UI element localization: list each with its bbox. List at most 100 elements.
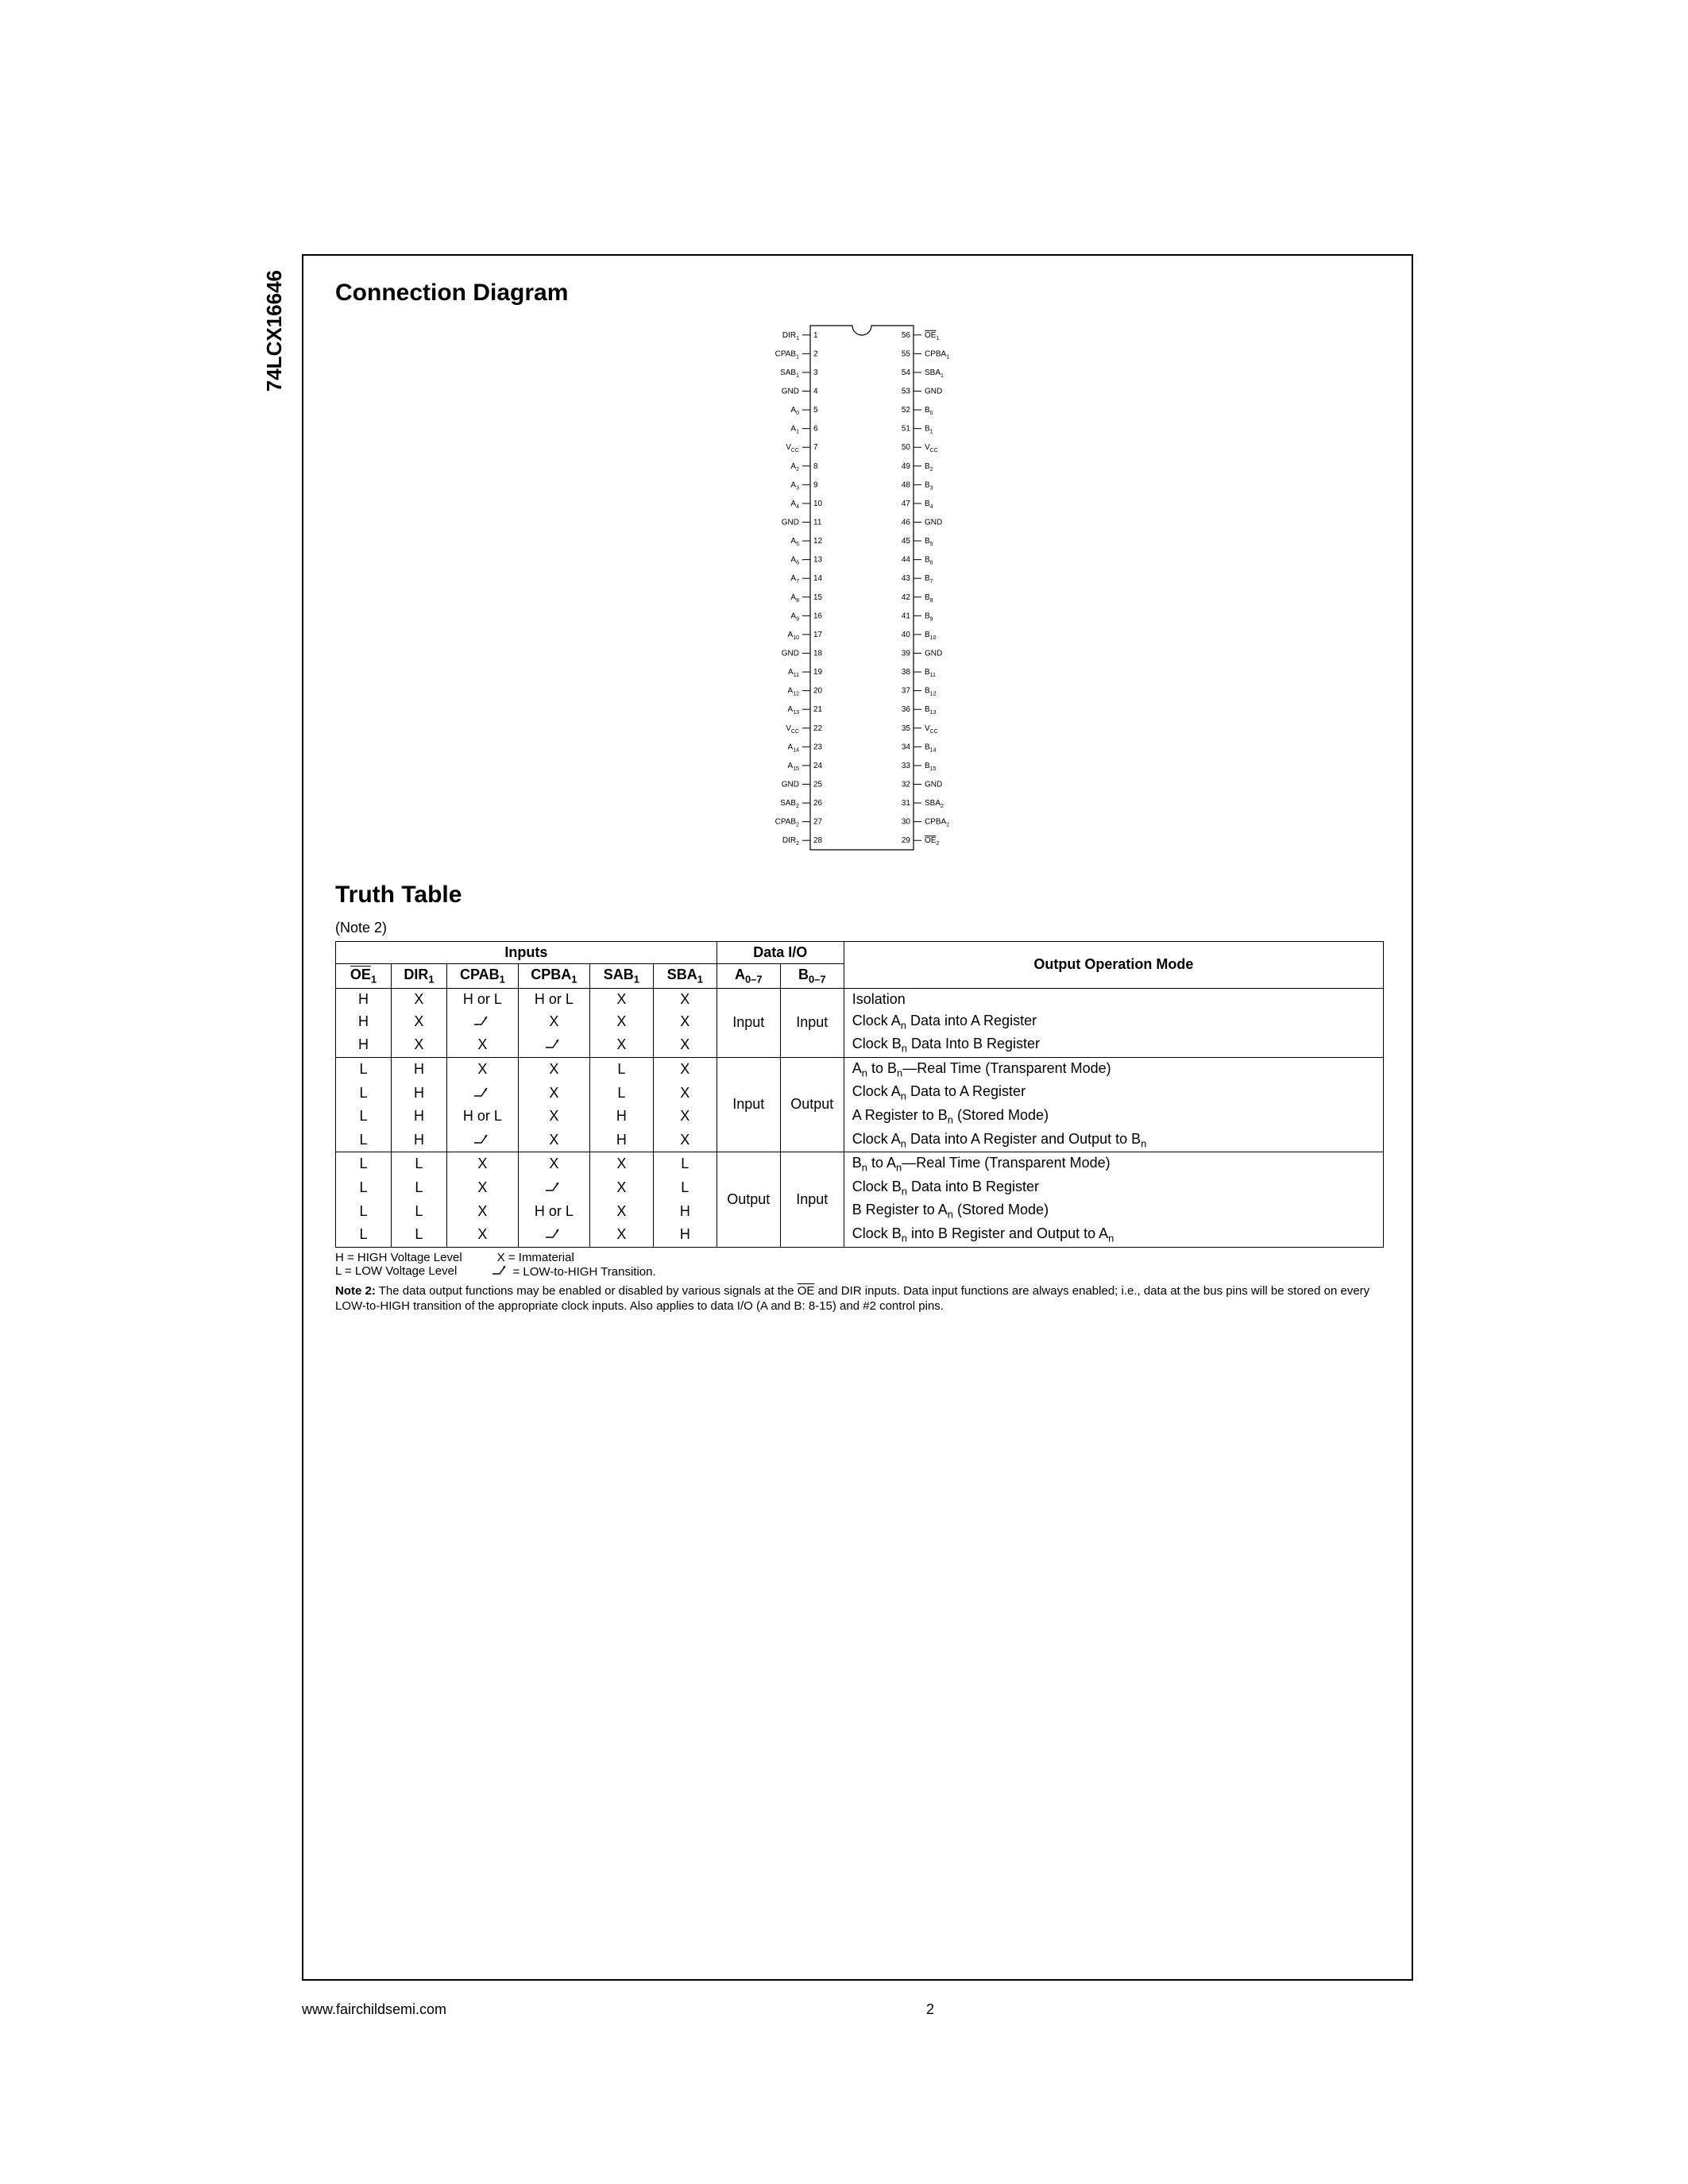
svg-text:SBA1: SBA1 [925,369,944,379]
svg-text:SAB1: SAB1 [780,369,799,379]
svg-text:47: 47 [901,500,910,508]
part-number-label: 74LCX16646 [262,270,287,392]
svg-text:37: 37 [901,687,910,696]
svg-text:32: 32 [901,781,910,789]
svg-text:8: 8 [813,462,818,471]
svg-text:6: 6 [813,425,818,434]
svg-text:A9: A9 [790,612,799,622]
svg-text:46: 46 [901,519,910,527]
svg-text:13: 13 [813,556,823,565]
svg-text:VCC: VCC [925,724,938,735]
svg-text:B1: B1 [925,425,933,435]
chip-diagram: 1DIR12CPAB13SAB14GND5A06A17VCC8A29A310A4… [655,318,1068,874]
svg-text:A13: A13 [787,705,799,716]
svg-text:GND: GND [781,519,798,527]
svg-text:56: 56 [901,331,910,340]
footer-page: 2 [302,2001,1414,2018]
svg-text:27: 27 [813,818,823,827]
svg-text:39: 39 [901,650,910,658]
svg-text:54: 54 [901,369,910,377]
svg-text:B5: B5 [925,537,933,547]
svg-text:51: 51 [901,425,910,434]
connection-diagram: 1DIR12CPAB13SAB14GND5A06A17VCC8A29A310A4… [335,318,1388,874]
svg-text:9: 9 [813,480,818,489]
connection-heading: Connection Diagram [335,280,1388,307]
truth-note-ref: (Note 2) [335,920,1388,936]
svg-text:B15: B15 [925,762,937,772]
svg-text:A15: A15 [787,762,799,772]
svg-text:11: 11 [813,519,822,527]
svg-text:34: 34 [901,743,910,751]
svg-text:A1: A1 [790,425,799,435]
svg-text:CPAB2: CPAB2 [774,818,799,828]
svg-text:19: 19 [813,668,823,677]
svg-text:VCC: VCC [786,443,799,453]
svg-text:A2: A2 [790,462,799,473]
svg-text:22: 22 [813,724,823,733]
svg-text:A0: A0 [790,406,799,416]
svg-text:14: 14 [813,574,823,583]
svg-text:20: 20 [813,687,823,696]
svg-text:B4: B4 [925,500,933,510]
page-container: Connection Diagram 1 DIR1 2 CPAB1 3 SAB1 4 GND 5… [302,254,1414,1981]
svg-text:1: 1 [813,331,818,340]
svg-text:A5: A5 [790,537,799,547]
svg-text:49: 49 [901,462,910,471]
svg-text:GND: GND [781,781,798,789]
svg-text:A4: A4 [790,500,799,510]
svg-text:B7: B7 [925,574,933,585]
svg-text:A3: A3 [790,480,799,491]
svg-text:DIR1: DIR1 [782,331,798,341]
svg-text:A8: A8 [790,593,799,604]
svg-text:4: 4 [813,388,818,396]
svg-text:B14: B14 [925,743,937,753]
svg-text:B8: B8 [925,593,933,604]
svg-text:40: 40 [901,631,910,639]
svg-text:CPAB1: CPAB1 [774,349,799,360]
svg-text:A12: A12 [787,687,799,697]
legend-l: L = LOW Voltage Level [335,1264,457,1279]
svg-text:A14: A14 [787,743,799,753]
svg-text:VCC: VCC [786,724,799,735]
legend: H = HIGH Voltage Level X = Immaterial L … [335,1251,1388,1279]
svg-text:CPBA2: CPBA2 [925,818,949,828]
svg-text:B10: B10 [925,631,937,641]
svg-text:15: 15 [813,593,823,602]
svg-text:GND: GND [925,650,942,658]
svg-text:B11: B11 [925,668,936,678]
svg-text:B0: B0 [925,406,933,416]
svg-text:CPBA1: CPBA1 [925,349,949,360]
svg-text:36: 36 [901,705,910,714]
svg-text:SAB2: SAB2 [780,799,799,809]
svg-text:21: 21 [813,705,823,714]
svg-text:33: 33 [901,762,910,770]
svg-text:48: 48 [901,480,910,489]
svg-text:2: 2 [813,349,818,358]
svg-text:17: 17 [813,631,823,639]
svg-text:A10: A10 [787,631,799,641]
svg-text:12: 12 [813,537,823,546]
svg-text:B9: B9 [925,612,933,622]
svg-text:B13: B13 [925,705,937,716]
svg-text:31: 31 [901,799,910,808]
svg-text:OE2: OE2 [925,836,939,847]
svg-text:30: 30 [901,818,910,827]
svg-text:43: 43 [901,574,910,583]
svg-text:55: 55 [901,349,910,358]
svg-text:GND: GND [925,781,942,789]
main-border: Connection Diagram 1 DIR1 2 CPAB1 3 SAB1 4 GND 5… [302,254,1413,1981]
svg-text:A11: A11 [788,668,799,678]
svg-text:26: 26 [813,799,823,808]
svg-text:B2: B2 [925,462,933,473]
svg-text:29: 29 [901,836,910,845]
svg-text:35: 35 [901,724,910,733]
svg-text:53: 53 [901,388,910,396]
note-2: Note 2: The data output functions may be… [335,1283,1388,1314]
svg-text:50: 50 [901,443,910,452]
svg-text:3: 3 [813,369,818,377]
svg-text:GND: GND [925,519,942,527]
svg-text:45: 45 [901,537,910,546]
svg-text:28: 28 [813,836,823,845]
svg-text:16: 16 [813,612,823,620]
svg-text:DIR2: DIR2 [782,836,798,847]
